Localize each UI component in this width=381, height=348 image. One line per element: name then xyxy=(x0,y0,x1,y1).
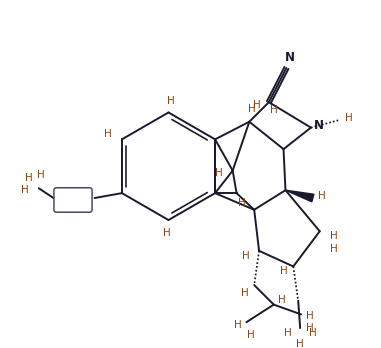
Text: H: H xyxy=(240,288,248,298)
Text: H: H xyxy=(253,100,261,110)
Text: H: H xyxy=(215,168,223,177)
Text: H: H xyxy=(247,330,255,340)
Text: H: H xyxy=(37,169,45,180)
Text: H: H xyxy=(306,311,314,321)
Text: H: H xyxy=(166,96,174,106)
Text: H: H xyxy=(242,251,249,261)
Text: N: N xyxy=(285,51,295,64)
FancyBboxPatch shape xyxy=(54,188,92,212)
Polygon shape xyxy=(285,190,314,202)
Text: H: H xyxy=(234,320,242,330)
Text: H: H xyxy=(280,266,287,276)
Text: H: H xyxy=(309,328,317,338)
Text: H: H xyxy=(104,129,112,140)
Text: H: H xyxy=(163,228,170,238)
Text: H: H xyxy=(21,185,29,195)
Text: H: H xyxy=(345,113,353,123)
Text: N: N xyxy=(314,119,324,132)
Text: H: H xyxy=(25,173,33,183)
Text: Abs: Abs xyxy=(64,195,82,205)
Text: H: H xyxy=(306,323,314,333)
Text: H: H xyxy=(318,191,325,201)
Text: H: H xyxy=(248,104,256,114)
Text: H: H xyxy=(283,328,291,338)
Text: H: H xyxy=(238,198,245,208)
Text: H: H xyxy=(330,231,337,241)
Text: H: H xyxy=(278,295,285,305)
Text: H: H xyxy=(270,105,278,115)
Text: H: H xyxy=(296,339,304,348)
Text: H: H xyxy=(330,244,337,254)
